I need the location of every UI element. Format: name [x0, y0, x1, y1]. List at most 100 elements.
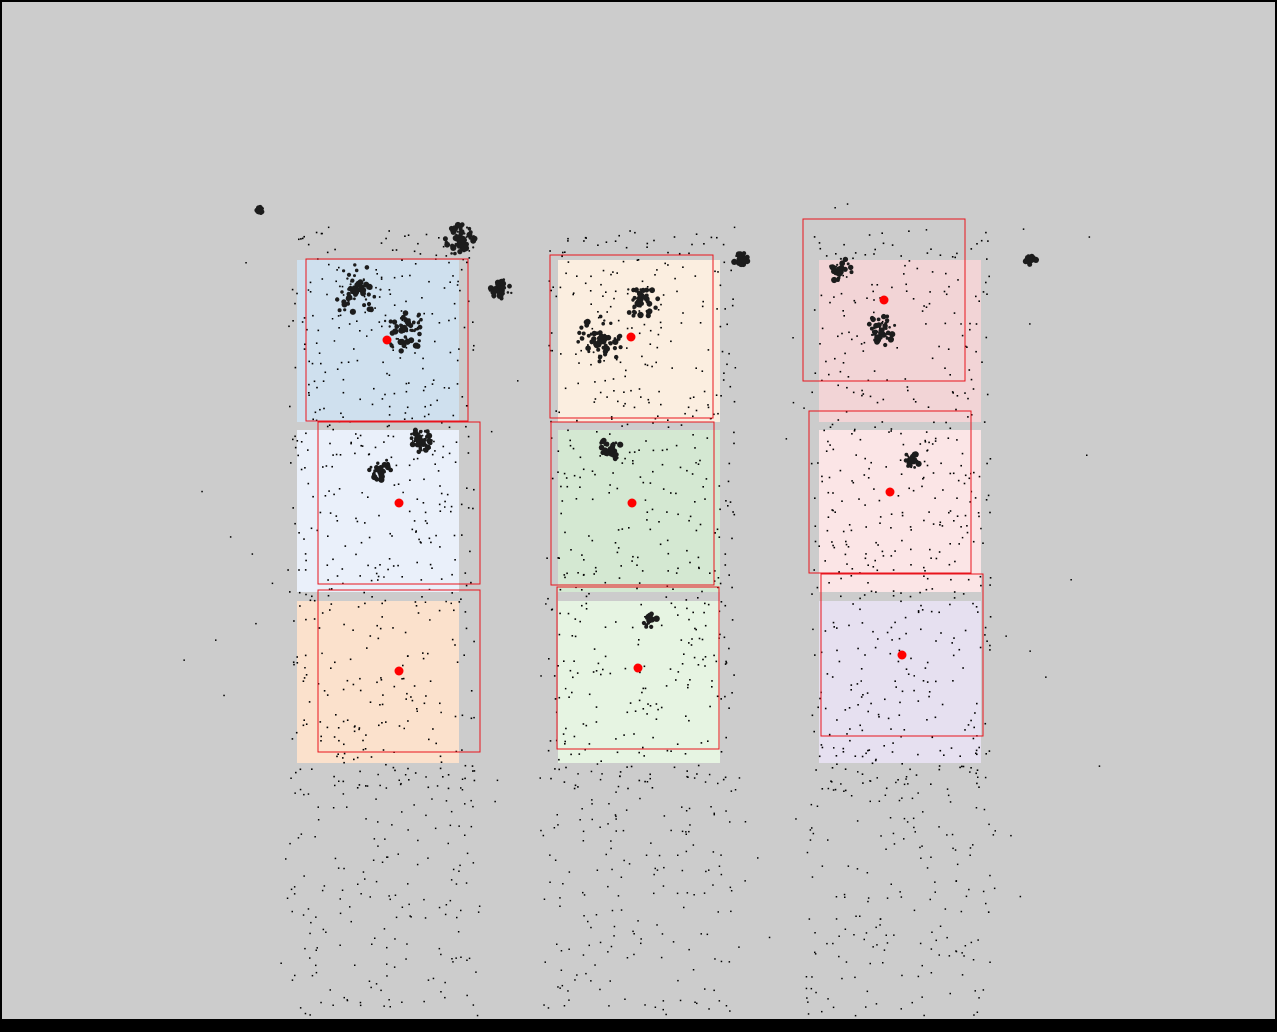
- trajectory-point: [686, 607, 688, 610]
- trajectory-point: [922, 476, 925, 479]
- trajectory-point: [342, 757, 344, 759]
- trajectory-point: [432, 977, 435, 980]
- trajectory-blob: [731, 258, 738, 265]
- trajectory-blob: [496, 293, 503, 299]
- trajectory-point: [905, 668, 908, 670]
- trajectory-point: [651, 787, 654, 789]
- trajectory-blob: [638, 310, 641, 312]
- trajectory-point: [901, 797, 903, 799]
- trajectory-point: [558, 696, 561, 699]
- trajectory-point: [549, 854, 551, 856]
- trajectory-point: [890, 430, 892, 432]
- trajectory-point: [702, 658, 704, 661]
- trajectory-point: [859, 438, 862, 441]
- trajectory-point: [876, 944, 878, 946]
- trajectory-blob: [829, 264, 833, 269]
- trajectory-point: [582, 723, 585, 725]
- trajectory-point: [959, 766, 961, 769]
- trajectory-blob: [597, 355, 603, 360]
- trajectory-point: [566, 485, 569, 488]
- trajectory-point: [557, 557, 559, 559]
- trajectory-blob: [842, 256, 849, 263]
- trajectory-blob: [885, 336, 888, 339]
- trajectory-point: [438, 503, 441, 506]
- trajectory-point: [599, 988, 601, 991]
- trajectory-point: [588, 535, 590, 537]
- trajectory-point: [974, 497, 977, 499]
- trajectory-point: [989, 584, 991, 586]
- trajectory-point: [304, 1012, 307, 1015]
- trajectory-point: [589, 290, 592, 292]
- trajectory-point: [817, 462, 819, 464]
- trajectory-point: [898, 714, 901, 716]
- trajectory-point: [942, 489, 944, 491]
- trajectory-blob: [904, 452, 909, 457]
- trajectory-point: [969, 771, 971, 773]
- trajectory-point: [374, 567, 377, 569]
- trajectory-point: [583, 915, 585, 917]
- trajectory-point: [567, 240, 569, 242]
- trajectory-point: [549, 250, 551, 252]
- trajectory-point: [329, 609, 331, 611]
- trajectory-point: [649, 528, 652, 531]
- trajectory-point: [890, 626, 893, 629]
- trajectory-point: [875, 926, 877, 929]
- trajectory-blob: [366, 292, 371, 297]
- trajectory-point: [381, 703, 384, 706]
- trajectory-point: [638, 332, 641, 335]
- trajectory-point: [811, 976, 813, 978]
- trajectory-point: [343, 996, 345, 999]
- trajectory-point: [458, 601, 461, 603]
- trajectory-point: [860, 668, 863, 670]
- trajectory-cluster: [1022, 253, 1039, 267]
- trajectory-point: [969, 854, 971, 856]
- trajectory-point: [973, 1014, 975, 1016]
- trajectory-point: [433, 440, 435, 443]
- trajectory-blob: [603, 319, 606, 322]
- trajectory-point: [738, 946, 740, 948]
- trajectory-point: [388, 289, 391, 291]
- trajectory-point: [346, 679, 349, 682]
- trajectory-point: [984, 722, 987, 725]
- trajectory-point: [704, 602, 706, 605]
- trajectory-point: [393, 304, 396, 306]
- trajectory-point: [892, 742, 894, 744]
- trajectory-point: [908, 487, 910, 490]
- trajectory-point: [835, 896, 838, 898]
- trajectory-point: [585, 972, 587, 975]
- trajectory-point: [703, 390, 706, 393]
- trajectory-point: [844, 768, 847, 770]
- trajectory-point: [867, 710, 869, 713]
- trajectory-point: [460, 956, 462, 958]
- trajectory-point: [595, 914, 598, 916]
- trajectory-point: [362, 871, 365, 873]
- trajectory-point: [393, 484, 396, 486]
- trajectory-point: [686, 892, 689, 894]
- trajectory-point: [405, 958, 407, 960]
- trajectory-point: [713, 654, 715, 657]
- trajectory-point: [559, 588, 562, 591]
- trajectory-point: [905, 290, 908, 292]
- trajectory-point: [842, 747, 845, 750]
- trajectory-point: [923, 566, 925, 569]
- trajectory-point: [317, 329, 320, 332]
- trajectory-point: [439, 510, 442, 512]
- trajectory-point: [962, 667, 964, 669]
- trajectory-point: [331, 318, 334, 320]
- trajectory-point: [471, 765, 474, 767]
- trajectory-point: [401, 576, 403, 578]
- trajectory-point: [834, 207, 836, 209]
- trajectory-point: [846, 203, 849, 205]
- trajectory-point: [630, 389, 632, 392]
- trajectory-point: [362, 739, 364, 742]
- trajectory-point: [724, 308, 726, 310]
- trajectory-point: [666, 749, 669, 752]
- trajectory-blob: [579, 325, 584, 330]
- trajectory-point: [698, 637, 701, 640]
- trajectory-point: [298, 591, 301, 594]
- trajectory-point: [1098, 765, 1101, 767]
- trajectory-point: [600, 283, 602, 286]
- trajectory-blob: [412, 342, 419, 349]
- trajectory-blob: [401, 343, 407, 349]
